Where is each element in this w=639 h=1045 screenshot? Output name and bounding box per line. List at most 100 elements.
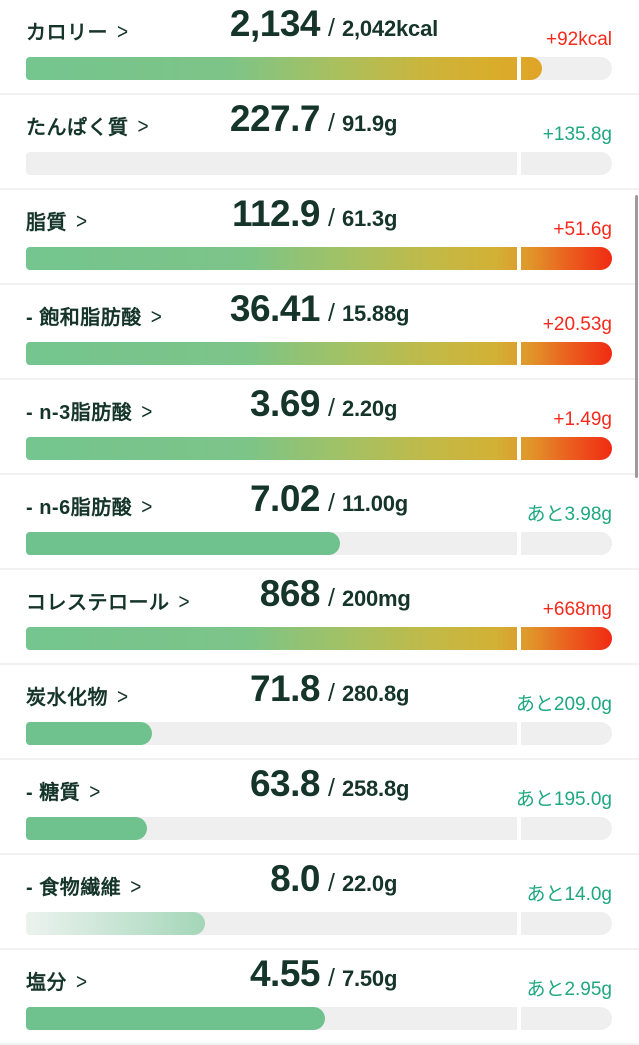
difference-badge: あと14.0g — [526, 884, 612, 905]
chevron-right-icon: > — [130, 875, 142, 900]
nutrient-row[interactable]: - n-6脂肪酸 > 7.02 / 11.00g あと3.98g — [0, 475, 639, 570]
nutrient-name: 炭水化物 — [26, 687, 108, 709]
progress-track — [26, 246, 612, 271]
nutrient-label-link[interactable]: 塩分 > — [26, 970, 87, 995]
nutrient-values: 112.9 / 61.3g — [26, 192, 397, 236]
target-value: 7.50g — [341, 966, 398, 991]
current-value: 227.7 — [229, 98, 321, 139]
chevron-right-icon: > — [150, 305, 162, 330]
nutrient-name: 脂質 — [26, 212, 67, 234]
value-separator: / — [328, 679, 335, 707]
target-marker — [516, 1006, 521, 1031]
current-value: 868 — [259, 573, 321, 614]
nutrient-values: 3.69 / 2.20g — [26, 382, 397, 426]
progress-fill — [26, 342, 612, 365]
target-marker — [516, 626, 521, 651]
nutrient-label-link[interactable]: カロリー > — [26, 20, 129, 45]
target-value: 91.9g — [341, 111, 398, 136]
nutrient-label-link[interactable]: - 糖質 > — [26, 780, 100, 805]
value-separator: / — [328, 489, 335, 517]
nutrient-label-link[interactable]: 炭水化物 > — [26, 685, 129, 710]
chevron-right-icon: > — [117, 685, 129, 710]
progress-track — [26, 56, 612, 81]
nutrient-label-link[interactable]: コレステロール > — [26, 590, 190, 615]
nutrient-values: 227.7 / 91.9g — [26, 97, 398, 141]
target-marker — [516, 246, 521, 271]
target-marker — [516, 56, 521, 81]
nutrient-row[interactable]: コレステロール > 868 / 200mg +668mg — [0, 570, 639, 665]
nutrient-row[interactable]: たんぱく質 > 227.7 / 91.9g +135.8g — [0, 95, 639, 190]
current-value: 71.8 — [249, 668, 321, 709]
target-value: 280.8g — [341, 681, 410, 706]
progress-fill — [26, 532, 341, 555]
progress-track — [26, 626, 612, 651]
nutrient-values: 71.8 / 280.8g — [26, 667, 409, 711]
difference-badge: +20.53g — [542, 314, 612, 335]
chevron-right-icon: > — [141, 495, 153, 520]
chevron-right-icon: > — [117, 20, 129, 45]
nutrient-values: 2,134 / 2,042kcal — [26, 2, 438, 46]
progress-track — [26, 341, 612, 366]
progress-track — [26, 1006, 612, 1031]
nutrient-label-link[interactable]: たんぱく質 > — [26, 115, 149, 140]
nutrient-row[interactable]: 脂質 > 112.9 / 61.3g +51.6g — [0, 190, 639, 285]
nutrient-name: - n-6脂肪酸 — [26, 497, 133, 519]
difference-badge: +135.8g — [542, 124, 612, 145]
target-value: 11.00g — [341, 491, 409, 516]
nutrient-values: 63.8 / 258.8g — [26, 762, 409, 806]
target-value: 15.88g — [341, 301, 410, 326]
difference-badge: +92kcal — [545, 29, 612, 50]
progress-track — [26, 531, 612, 556]
nutrient-row[interactable]: 炭水化物 > 71.8 / 280.8g あと209.0g — [0, 665, 639, 760]
target-marker — [516, 816, 521, 841]
nutrient-name: たんぱく質 — [26, 117, 129, 139]
chevron-right-icon: > — [137, 115, 149, 140]
value-separator: / — [328, 869, 335, 897]
difference-badge: +51.6g — [553, 219, 612, 240]
nutrient-name: コレステロール — [26, 592, 170, 614]
progress-track — [26, 721, 612, 746]
current-value: 7.02 — [249, 478, 321, 519]
progress-fill — [26, 57, 542, 80]
chevron-right-icon: > — [141, 400, 153, 425]
nutrient-name: - 飽和脂肪酸 — [26, 307, 142, 329]
nutrient-label-link[interactable]: 脂質 > — [26, 210, 87, 235]
progress-fill — [26, 1007, 325, 1030]
nutrient-name: - n-3脂肪酸 — [26, 402, 133, 424]
progress-fill — [26, 817, 148, 840]
target-value: 61.3g — [341, 206, 398, 231]
current-value: 3.69 — [249, 383, 321, 424]
scrollbar-thumb[interactable] — [635, 195, 638, 478]
progress-track — [26, 151, 612, 176]
progress-track — [26, 911, 612, 936]
nutrient-label-link[interactable]: - n-6脂肪酸 > — [26, 495, 153, 520]
nutrient-values: 4.55 / 7.50g — [26, 952, 397, 996]
difference-badge: あと195.0g — [515, 789, 612, 810]
nutrient-values: 868 / 200mg — [26, 572, 411, 616]
nutrient-row[interactable]: - n-3脂肪酸 > 3.69 / 2.20g +1.49g — [0, 380, 639, 475]
progress-fill — [26, 722, 152, 745]
progress-fill — [26, 247, 612, 270]
current-value: 4.55 — [249, 953, 321, 994]
nutrient-row[interactable]: - 糖質 > 63.8 / 258.8g あと195.0g — [0, 760, 639, 855]
nutrient-row[interactable]: - 食物繊維 > 8.0 / 22.0g あと14.0g — [0, 855, 639, 950]
current-value: 63.8 — [249, 763, 321, 804]
nutrient-name: 塩分 — [26, 972, 67, 994]
progress-fill — [26, 627, 612, 650]
current-value: 8.0 — [270, 858, 320, 899]
nutrient-row[interactable]: - 飽和脂肪酸 > 36.41 / 15.88g +20.53g — [0, 285, 639, 380]
nutrient-row[interactable]: 塩分 > 4.55 / 7.50g あと2.95g — [0, 950, 639, 1045]
nutrient-label-link[interactable]: - 飽和脂肪酸 > — [26, 305, 162, 330]
progress-fill — [26, 912, 206, 935]
nutrient-label-link[interactable]: - 食物繊維 > — [26, 875, 142, 900]
value-separator: / — [328, 774, 335, 802]
current-value: 36.41 — [229, 288, 321, 329]
value-separator: / — [328, 109, 335, 137]
nutrient-row[interactable]: カロリー > 2,134 / 2,042kcal +92kcal — [0, 0, 639, 95]
nutrient-label-link[interactable]: - n-3脂肪酸 > — [26, 400, 153, 425]
nutrient-name: - 糖質 — [26, 782, 81, 804]
target-value: 22.0g — [341, 871, 398, 896]
chevron-right-icon: > — [178, 590, 190, 615]
target-value: 2,042kcal — [341, 16, 439, 41]
